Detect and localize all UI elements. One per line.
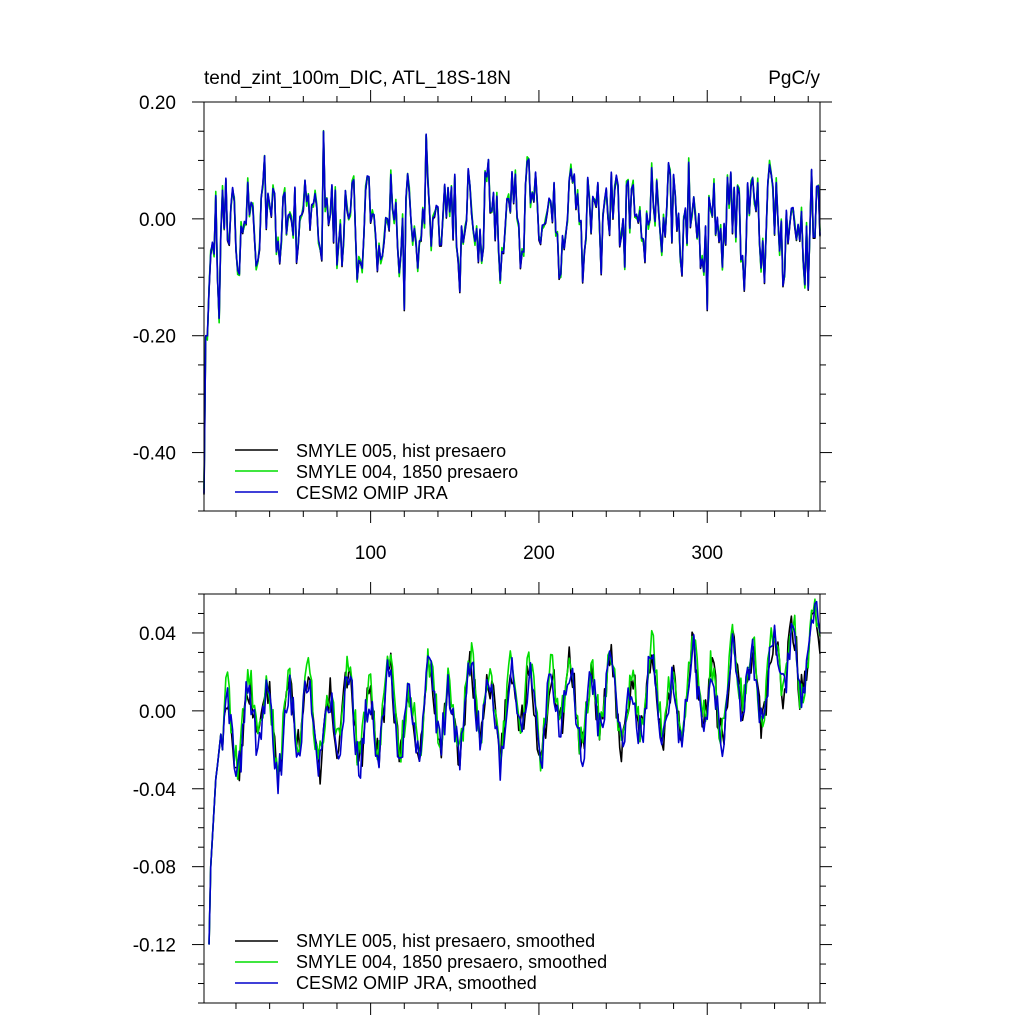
top-legend: SMYLE 005, hist presaero SMYLE 004, 1850… <box>235 441 518 503</box>
legend-label: CESM2 OMIP JRA <box>296 483 448 503</box>
y-tick-label: 0.04 <box>139 624 176 645</box>
bottom-series <box>208 598 821 945</box>
top-series <box>203 129 821 495</box>
y-tick-label: -0.40 <box>133 444 176 465</box>
series-line <box>208 600 821 945</box>
x-tick-label: 300 <box>691 543 723 564</box>
y-tick-label: 0.00 <box>139 210 176 231</box>
legend-label: SMYLE 004, 1850 presaero <box>296 462 518 482</box>
top-panel: tend_zint_100m_DIC, ATL_18S-18N PgC/y -0… <box>133 68 832 564</box>
top-ticks <box>192 90 832 523</box>
y-tick-label: -0.12 <box>133 936 176 957</box>
top-y-tick-labels: -0.40 -0.20 0.00 0.20 <box>133 93 176 465</box>
series-line <box>208 598 821 945</box>
y-tick-label: -0.08 <box>133 858 176 879</box>
x-tick-label: 100 <box>355 543 387 564</box>
bottom-panel: -0.12 -0.08 -0.04 0.00 0.04 SMYLE 005, h… <box>133 582 832 1015</box>
legend-label: CESM2 OMIP JRA, smoothed <box>296 973 537 993</box>
y-tick-label: -0.20 <box>133 327 176 348</box>
y-tick-label: 0.00 <box>139 702 176 723</box>
series-line <box>203 130 821 494</box>
bottom-plot-frame <box>203 593 821 1004</box>
chart-title: tend_zint_100m_DIC, ATL_18S-18N <box>204 68 511 89</box>
y-tick-label: -0.04 <box>133 780 177 801</box>
bottom-ticks <box>192 582 832 1015</box>
y-tick-label: 0.20 <box>139 93 176 114</box>
legend-label: SMYLE 005, hist presaero <box>296 441 506 461</box>
legend-label: SMYLE 004, 1850 presaero, smoothed <box>296 952 607 972</box>
top-plot-frame <box>203 101 821 512</box>
top-x-tick-labels: 100 200 300 <box>355 543 723 564</box>
x-tick-label: 200 <box>523 543 555 564</box>
legend-label: SMYLE 005, hist presaero, smoothed <box>296 931 595 951</box>
bottom-legend: SMYLE 005, hist presaero, smoothed SMYLE… <box>235 931 607 993</box>
bottom-y-tick-labels: -0.12 -0.08 -0.04 0.00 0.04 <box>133 624 177 957</box>
units-label: PgC/y <box>768 68 820 89</box>
